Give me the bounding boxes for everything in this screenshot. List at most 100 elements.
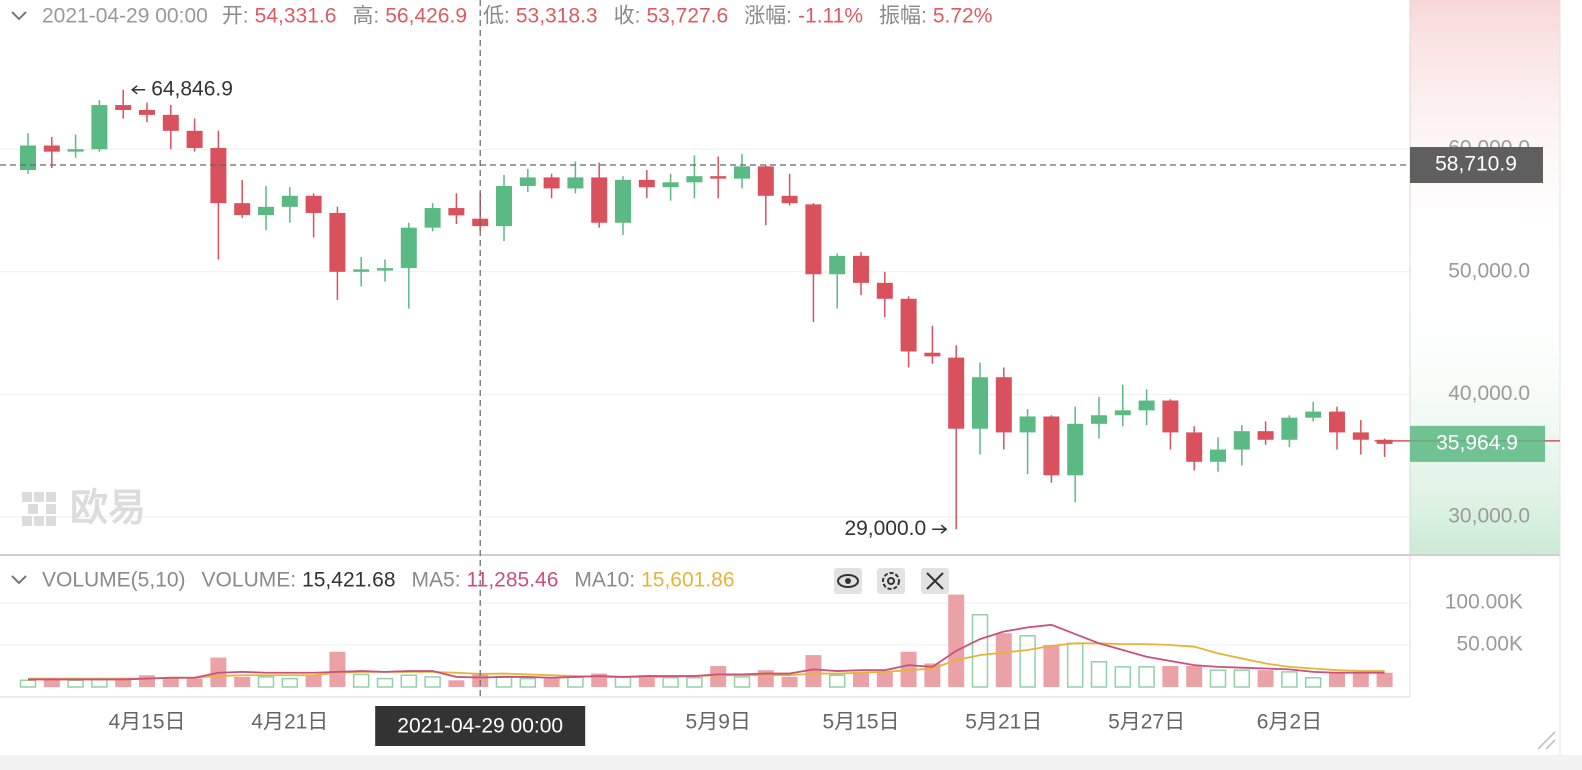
candle-body [519,177,536,186]
candle-body [115,105,132,110]
volume-tick-label: 100.00K [1445,591,1523,614]
volume-bar [257,676,275,688]
candle-body [400,227,417,269]
close-button[interactable] [921,568,949,594]
candle-body [353,269,370,272]
candle-body [567,177,584,189]
candle-body [377,268,393,271]
high-arrow [130,85,146,95]
high-label: 64,846.9 [151,77,233,100]
volume-bar [971,614,989,688]
volume-bar [162,676,179,687]
candle-body [20,145,36,171]
x-tick-label: 5月15日 [822,711,899,734]
legend-text: -1.11% [798,5,863,28]
legend-text: 56,426.9 [385,5,467,28]
legend-text: 5.72% [933,5,993,28]
legend-text: 开: [222,5,249,28]
last-price-label: 35,964.9 [1436,431,1518,454]
legend-text: VOLUME(5,10) [42,569,186,592]
volume-bar [1138,666,1155,688]
watermark: 欧易 [22,486,146,530]
candle-body [1162,400,1179,433]
low-arrow [932,524,948,534]
legend-text: MA10: [574,569,635,592]
legend-text: 11,285.46 [467,569,559,592]
candle-body [876,282,893,299]
volume-bar [1209,669,1227,688]
volume-bar [948,594,965,687]
candle-body [162,114,179,131]
resize-handle[interactable] [1537,731,1556,750]
volume-bar [329,651,346,687]
settings-button[interactable] [877,568,905,594]
candle-body [948,357,965,429]
volume-bar [876,671,893,687]
candle-body [591,177,608,223]
candle-body [139,109,155,115]
watermark-text: 欧易 [70,486,146,530]
footer-strip [0,755,1582,770]
candle-body [972,377,988,429]
crosshair-y-tag [1410,147,1543,184]
legend-text: 低: [483,5,510,28]
volume-bar [376,677,394,688]
volume-chevron[interactable] [11,575,27,585]
candle-body [1091,415,1107,424]
legend-text: 振幅: [879,5,927,28]
collapse-chevron[interactable] [11,11,27,21]
candle-body [686,176,703,183]
volume-bar [1019,635,1036,688]
overlay: 64,846.9 29,000.0 35,964.9 58,710.9 2021-04-… [0,0,1560,746]
candle-body [1305,411,1322,418]
volume-bar [281,677,299,688]
volume-bar [1162,666,1179,687]
volume-bar [1376,672,1393,687]
volume-bar [805,655,822,687]
candle-body [305,195,322,213]
candle-body [1376,439,1393,444]
volume-bar [400,674,418,688]
candle-body [67,149,84,152]
y-tick-label: 30,000.0 [1448,505,1530,528]
x-tick-label: 4月15日 [108,711,185,734]
volume-bar [1186,666,1203,687]
volume-bar [43,679,60,687]
volume-bar [448,680,465,687]
candle-body [1138,400,1155,411]
eye-button[interactable] [834,568,862,594]
crosshair-x-label: 2021-04-29 00:00 [397,715,563,738]
volume-bar [519,677,537,688]
volume-bar [995,633,1012,687]
legend-text: 2021-04-29 00:00 [42,5,208,28]
legend-text: 54,331.6 [255,5,337,28]
candle-body [1067,423,1084,476]
y-tick-label: 40,000.0 [1448,382,1530,405]
volume-bar [710,666,727,687]
x-tick-label: 5月21日 [965,711,1042,734]
volume-bar [733,676,751,688]
axis-gradient [1410,0,1560,555]
x-tick-label: 6月2日 [1257,711,1322,734]
candle-body [496,185,512,227]
volume-bar [1114,666,1132,688]
crosshair-x-tag [375,706,586,746]
candle-body [829,255,846,275]
candle-body [43,145,60,152]
candle-body [638,179,655,188]
volume-bar [1352,672,1369,687]
candle-body [1281,417,1298,440]
candle-body [1114,410,1131,416]
volume-bar [424,676,441,688]
volume-tick-label: 50.00K [1456,633,1523,656]
marks [19,89,1393,688]
x-tick-label: 5月9日 [686,711,751,734]
candle-body [615,179,631,223]
volume-bar [853,671,869,687]
candle-body [781,195,798,204]
candle-body [234,203,251,216]
volume-bar [1043,645,1060,687]
volume-bar [352,673,370,688]
